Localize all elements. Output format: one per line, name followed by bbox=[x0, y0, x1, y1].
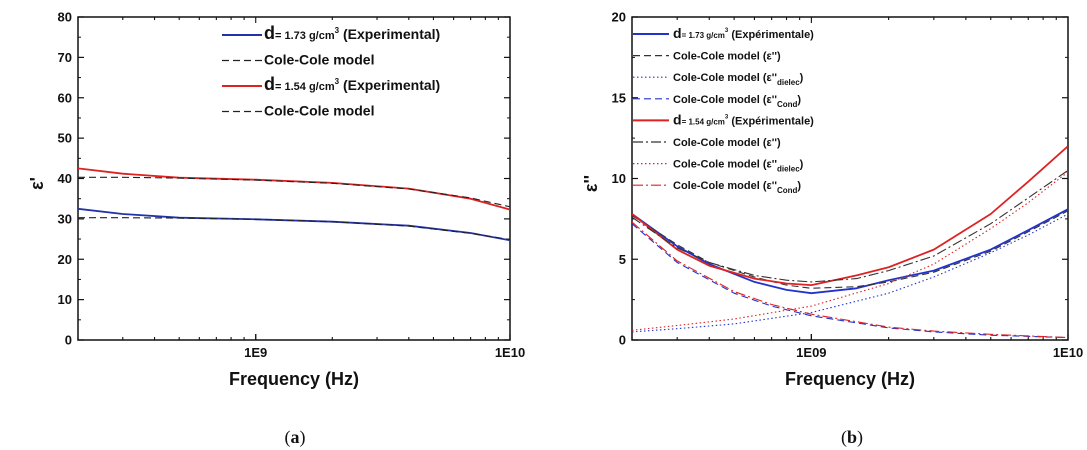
legend-close: ) bbox=[800, 72, 804, 84]
legend-d: d bbox=[673, 25, 682, 41]
panel-caption: (b) bbox=[841, 427, 863, 448]
legend-density: = 1.73 g/cm bbox=[682, 31, 725, 40]
y-tick-label: 60 bbox=[58, 90, 72, 105]
legend-close: ) bbox=[800, 159, 804, 171]
legend-sup: 3 bbox=[335, 77, 340, 86]
legend-sup: 3 bbox=[725, 114, 729, 120]
caption-letter: b bbox=[847, 427, 857, 447]
legend-d: d bbox=[264, 74, 275, 94]
legend-rest: (Expérimentale) bbox=[728, 115, 814, 127]
legend-entry: d= 1.54 g/cm3 (Experimental) bbox=[264, 74, 440, 94]
legend-entry: Cole-Cole model (ε''dielec) bbox=[673, 72, 804, 87]
legend-entry: Cole-Cole model bbox=[264, 103, 374, 119]
x-axis-title: Frequency (Hz) bbox=[785, 369, 915, 389]
legend-text: Cole-Cole model (ε'' bbox=[673, 94, 777, 106]
caption-open: ( bbox=[841, 427, 847, 448]
y-tick-label: 30 bbox=[58, 211, 72, 226]
legend-entry: Cole-Cole model (ε'') bbox=[673, 137, 781, 149]
legend-text: Cole-Cole model (ε'' bbox=[673, 72, 777, 84]
x-tick-label: 1E10 bbox=[495, 345, 525, 360]
caption-open: ( bbox=[285, 427, 291, 448]
y-tick-label: 70 bbox=[58, 50, 72, 65]
legend-entry: d= 1.73 g/cm3 (Expérimentale) bbox=[673, 25, 814, 41]
legend-rest: (Experimental) bbox=[339, 26, 440, 42]
caption-close: ) bbox=[300, 427, 306, 448]
legend-text: Cole-Cole model (ε'' bbox=[673, 180, 777, 192]
legend-density: = 1.54 g/cm bbox=[682, 117, 725, 126]
legend-sub: Cond bbox=[777, 100, 798, 109]
series-line-2 bbox=[632, 210, 1068, 289]
plot-frame bbox=[631, 16, 1069, 341]
y-tick-label: 20 bbox=[612, 10, 626, 25]
legend-close: ) bbox=[797, 94, 801, 106]
x-tick-label: 1E09 bbox=[796, 345, 826, 360]
y-tick-label: 10 bbox=[58, 292, 72, 307]
x-axis-title: Frequency (Hz) bbox=[229, 369, 359, 389]
legend-entry: d= 1.54 g/cm3 (Expérimentale) bbox=[673, 111, 814, 127]
caption-letter: a bbox=[291, 427, 300, 447]
legend-entry: Cole-Cole model bbox=[264, 52, 374, 68]
y-tick-label: 50 bbox=[58, 131, 72, 146]
panel-caption: (a) bbox=[285, 427, 306, 448]
x-tick-label: 1E9 bbox=[244, 345, 267, 360]
legend-sub: Cond bbox=[777, 186, 798, 195]
legend-rest: (Experimental) bbox=[339, 77, 440, 93]
y-axis-title: ε' bbox=[27, 177, 47, 190]
series-line-1 bbox=[632, 208, 1068, 295]
legend-density: = 1.73 g/cm bbox=[275, 30, 335, 42]
legend-entry: Cole-Cole model (ε''dielec) bbox=[673, 159, 804, 174]
y-tick-label: 5 bbox=[619, 252, 626, 267]
legend-density: = 1.54 g/cm bbox=[275, 81, 335, 93]
y-tick-label: 10 bbox=[612, 171, 626, 186]
legend-close: ) bbox=[797, 180, 801, 192]
legend-entry: d= 1.73 g/cm3 (Experimental) bbox=[264, 23, 440, 43]
legend-entry: Cole-Cole model (ε''Cond) bbox=[673, 94, 801, 109]
legend-entry: Cole-Cole model (ε'') bbox=[673, 51, 781, 63]
legend-sub: dielec bbox=[777, 78, 800, 87]
y-tick-label: 20 bbox=[58, 252, 72, 267]
series-line-6 bbox=[632, 169, 1068, 283]
series-line-3 bbox=[78, 167, 510, 211]
series-line-8 bbox=[632, 221, 1068, 339]
legend-text: Cole-Cole model (ε'' bbox=[673, 159, 777, 171]
legend-sup: 3 bbox=[725, 28, 729, 34]
legend-d: d bbox=[673, 111, 682, 127]
series-line-3 bbox=[632, 213, 1068, 333]
legend-d: d bbox=[264, 23, 275, 43]
y-tick-label: 15 bbox=[612, 90, 626, 105]
x-tick-label: 1E10 bbox=[1053, 345, 1083, 360]
y-tick-label: 40 bbox=[58, 171, 72, 186]
series-line-4 bbox=[632, 223, 1068, 339]
y-tick-label: 80 bbox=[58, 10, 72, 25]
legend-sub: dielec bbox=[777, 165, 800, 174]
y-tick-label: 0 bbox=[619, 333, 626, 348]
legend-sup: 3 bbox=[335, 26, 340, 35]
legend-entry: Cole-Cole model (ε''Cond) bbox=[673, 180, 801, 195]
caption-close: ) bbox=[857, 427, 863, 448]
series-line-7 bbox=[632, 171, 1068, 331]
y-tick-label: 0 bbox=[65, 333, 72, 348]
legend-rest: (Expérimentale) bbox=[728, 29, 814, 41]
chart-panel-a: 0 10 20 30 40 50 60 70 80 1E9 1E10 Frequency (Hz) ε'… bbox=[27, 10, 525, 449]
y-axis-title: ε'' bbox=[581, 175, 601, 192]
series-line-1 bbox=[78, 207, 510, 242]
